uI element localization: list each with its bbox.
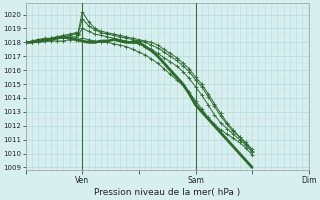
X-axis label: Pression niveau de la mer( hPa ): Pression niveau de la mer( hPa ) xyxy=(94,188,240,197)
